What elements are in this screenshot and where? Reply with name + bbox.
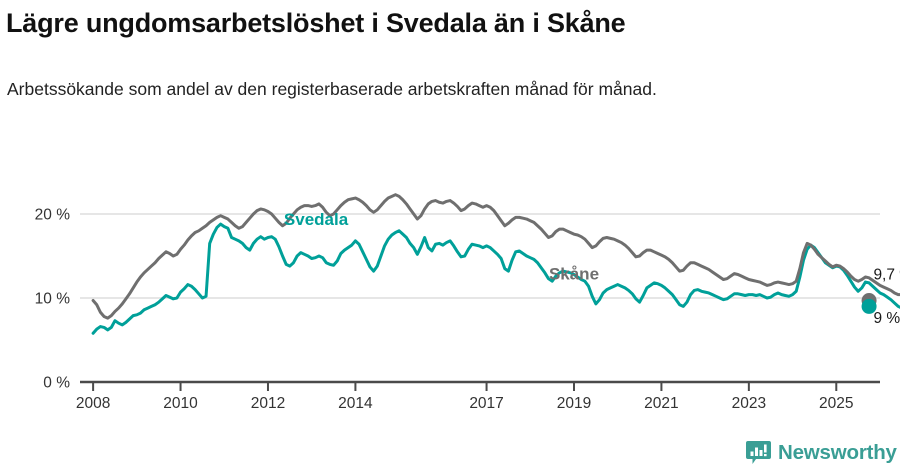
- page-title: Lägre ungdomsarbetslöshet i Svedala än i…: [6, 8, 626, 38]
- y-axis-tick-label: 0 %: [43, 375, 70, 392]
- x-axis-tick-label: 2021: [644, 395, 678, 412]
- page-subtitle: Arbetssökande som andel av den registerb…: [7, 79, 657, 99]
- x-axis-tick-label: 2025: [819, 395, 853, 412]
- value-label: 9,7 %: [873, 267, 900, 284]
- x-axis-tick-label: 2014: [338, 395, 373, 412]
- series-label: Svedala: [284, 210, 349, 229]
- y-axis-tick-label: 10 %: [35, 291, 71, 308]
- x-axis-tick-label: 2017: [469, 395, 503, 412]
- x-axis-tick-label: 2019: [557, 395, 591, 412]
- series-label: Skåne: [549, 265, 599, 284]
- x-axis-tick-label: 2012: [251, 395, 285, 412]
- x-axis-tick-label: 2023: [732, 395, 766, 412]
- logo-text: Newsworthy: [778, 441, 897, 464]
- y-axis-tick-label: 20 %: [35, 207, 71, 224]
- x-axis-tick-label: 2010: [163, 395, 198, 412]
- newsworthy-logo[interactable]: Newsworthy: [746, 440, 897, 465]
- x-axis-tick-label: 2008: [76, 395, 110, 412]
- endpoint-marker-svedala: [861, 298, 877, 314]
- series-line-svedala: [91, 222, 900, 335]
- series-line-skåne: [91, 193, 900, 320]
- bar-chart-speech-bubble-icon: [746, 440, 771, 465]
- value-label: 9 %: [873, 310, 900, 327]
